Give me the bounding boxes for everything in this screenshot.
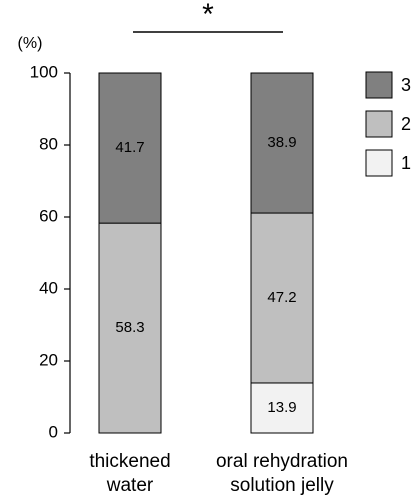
bar-segment [98,72,162,224]
x-tick-label: oral rehydration [216,451,348,472]
legend-swatch [365,149,393,177]
value-label: 38.9 [267,134,296,151]
y-tick-label: 60 [39,206,58,225]
significance-mark: * [202,0,214,31]
bar-segment [250,382,314,434]
bar-segment [250,212,314,384]
value-label: 41.7 [115,139,144,156]
y-tick-label: 40 [39,278,58,297]
value-label: 13.9 [267,399,296,416]
x-tick-label: thickened [89,451,170,472]
x-tick-label: solution jelly [230,475,334,496]
y-axis-label: (%) [18,35,43,52]
legend-label: 2 [401,114,411,134]
legend-label: 3 [401,75,411,95]
value-label: 58.3 [115,319,144,336]
x-tick-label: water [106,475,154,496]
y-tick-label: 0 [49,422,58,441]
y-tick-label: 80 [39,134,58,153]
value-label: 47.2 [267,289,296,306]
bar-segment [98,222,162,434]
legend-swatch [365,110,393,138]
bar-segment [250,72,314,214]
legend-label: 1 [401,153,411,173]
y-tick-label: 20 [39,350,58,369]
y-tick-label: 100 [30,62,58,81]
legend-swatch [365,71,393,99]
